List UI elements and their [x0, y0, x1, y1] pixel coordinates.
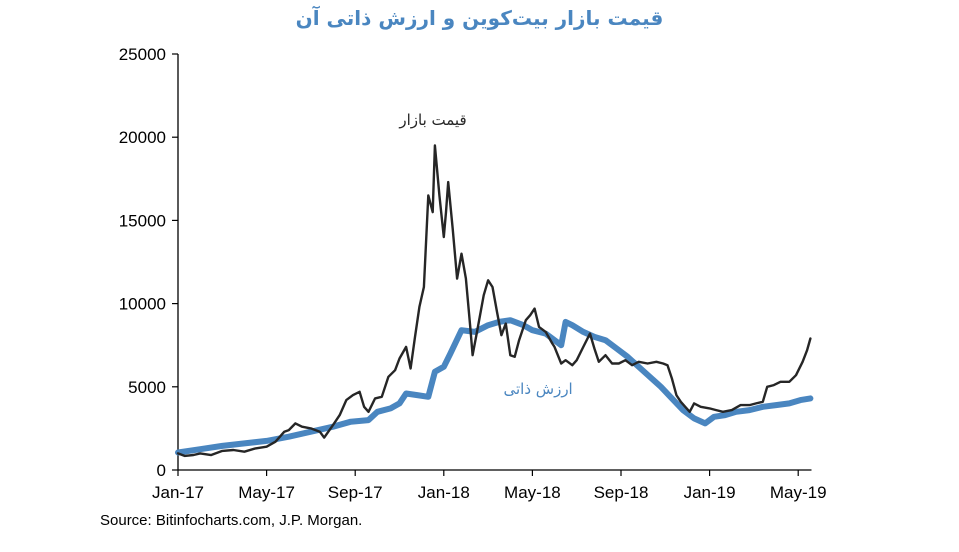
- series-line-intrinsic-value: [175, 317, 814, 456]
- series-line-market-price: [176, 144, 812, 458]
- y-tick-label: 25000: [119, 45, 166, 64]
- y-tick-label: 0: [157, 461, 166, 480]
- source-note: Source: Bitinfocharts.com, J.P. Morgan.: [100, 512, 363, 529]
- x-tick-label: Jan-17: [152, 483, 204, 502]
- x-tick-label: Sep-17: [328, 483, 383, 502]
- x-tick-label: Jan-18: [418, 483, 470, 502]
- x-tick-label: May-17: [238, 483, 295, 502]
- y-tick-label: 5000: [128, 378, 166, 397]
- x-tick-label: May-19: [770, 483, 827, 502]
- series-label-market-price: قیمت بازار: [399, 110, 467, 129]
- x-tick-label: Jan-19: [684, 483, 736, 502]
- x-tick-label: Sep-18: [594, 483, 649, 502]
- y-tick-label: 10000: [119, 295, 166, 314]
- chart-title: قیمت بازار بیت‌کوین و ارزش ذاتی آن: [295, 6, 664, 30]
- y-tick-label: 20000: [119, 128, 166, 147]
- x-tick-label: May-18: [504, 483, 561, 502]
- series-label-intrinsic-value: ارزش ذاتی: [503, 380, 573, 399]
- y-tick-label: 15000: [119, 211, 166, 230]
